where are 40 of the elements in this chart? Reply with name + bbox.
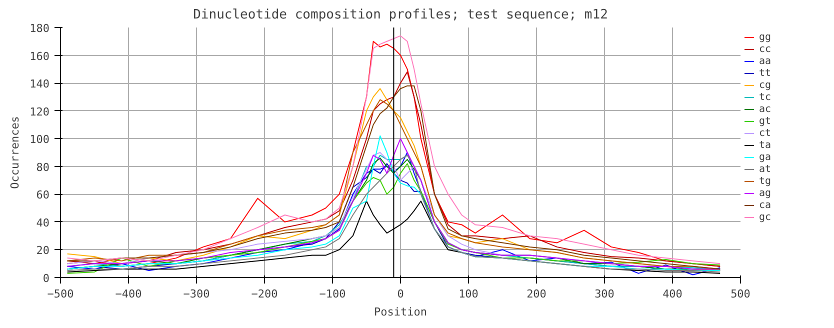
x-tick-label: 0 (397, 288, 404, 300)
x-tick-label: −500 (47, 288, 74, 300)
x-axis-title: Position (374, 306, 427, 318)
x-tick-label: 200 (526, 288, 546, 300)
legend-label: ca (759, 199, 772, 211)
legend-label: ag (759, 187, 772, 199)
y-tick-label: 140 (30, 78, 50, 91)
y-tick-label: 60 (36, 188, 50, 202)
legend-label: ta (759, 139, 772, 151)
y-tick-label: 0 (42, 272, 50, 285)
legend-label: tg (759, 175, 772, 187)
x-tick-label: −100 (319, 288, 346, 300)
legend-label: at (759, 163, 772, 175)
legend-label: gg (759, 31, 772, 43)
legend-label: gt (759, 115, 772, 127)
y-tick-label: 120 (30, 105, 50, 118)
x-tick-label: −300 (183, 288, 210, 300)
x-tick-label: 100 (458, 288, 478, 300)
legend-label: ct (759, 127, 772, 139)
legend-label: cc (759, 43, 772, 55)
y-tick-label: 80 (36, 160, 50, 174)
y-tick-label: 100 (30, 133, 50, 146)
legend-label: aa (759, 55, 772, 67)
y-tick-label: 180 (30, 22, 50, 35)
x-tick-label: −200 (251, 288, 278, 300)
legend-label: ac (759, 103, 772, 115)
y-tick-label: 160 (30, 50, 50, 63)
y-tick-label: 40 (36, 216, 50, 230)
y-tick-label: 20 (36, 244, 50, 258)
x-tick-label: −400 (115, 288, 142, 300)
legend-label: ga (759, 151, 772, 163)
x-tick-label: 400 (662, 288, 682, 300)
x-tick-label: 500 (730, 288, 750, 300)
legend-label: gc (759, 211, 772, 223)
legend-label: cg (759, 79, 772, 91)
x-tick-label: 300 (594, 288, 614, 300)
legend-label: tc (759, 91, 772, 103)
chart-title: Dinucleotide composition profiles; test sequence; m12 (193, 8, 608, 22)
y-axis-title: Occurrences (8, 116, 22, 189)
legend-label: tt (759, 67, 772, 79)
